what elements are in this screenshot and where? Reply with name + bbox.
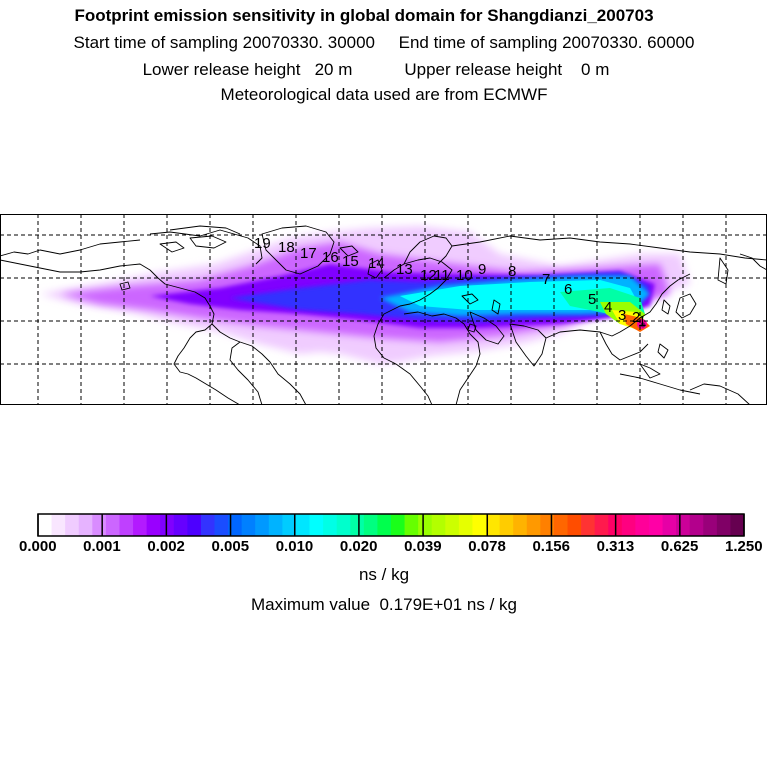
colorbar-cell <box>282 514 297 536</box>
meteorological-data-info: Meteorological data used are from ECMWF <box>220 85 548 104</box>
colorbar-cell <box>540 514 555 536</box>
colorbar-tick-label: 0.625 <box>660 538 699 555</box>
colorbar-cell <box>581 514 596 536</box>
colorbar-tick-label: 0.020 <box>339 538 378 555</box>
colorbar-tick-label: 0.000 <box>19 538 57 555</box>
colorbar-cell <box>472 514 487 536</box>
colorbar-cell <box>78 514 93 536</box>
colorbar-cell <box>526 514 541 536</box>
colorbar-cell <box>716 514 731 536</box>
colorbar-cell <box>228 514 243 536</box>
colorbar-cell <box>621 514 636 536</box>
trajectory-label-7: 7 <box>542 271 550 288</box>
colorbar-cell <box>268 514 283 536</box>
colorbar-cell <box>105 514 120 536</box>
colorbar-tick-label: 0.005 <box>211 538 250 555</box>
trajectory-label-18: 18 <box>278 239 295 256</box>
trajectory-label-12: 12 <box>420 267 437 284</box>
colorbar-cell <box>689 514 704 536</box>
colorbar-cell <box>51 514 66 536</box>
trajectory-label-4: 4 <box>604 299 612 316</box>
trajectory-label-17: 17 <box>300 245 317 262</box>
colorbar-tick-label: 1.250 <box>725 538 763 555</box>
colorbar-cell <box>295 514 310 536</box>
colorbar-cell <box>486 514 501 536</box>
trajectory-label-10: 10 <box>456 267 473 284</box>
colorbar-cell <box>567 514 582 536</box>
trajectory-label-13: 13 <box>396 261 413 278</box>
colorbar-cell <box>146 514 161 536</box>
colorbar-cell <box>404 514 419 536</box>
colorbar-tick-label: 0.001 <box>83 538 121 555</box>
trajectory-label-15: 15 <box>342 253 359 270</box>
colorbar-cell <box>160 514 175 536</box>
trajectory-label-1: 1 <box>638 313 646 330</box>
colorbar-cell <box>635 514 650 536</box>
trajectory-label-9: 9 <box>478 261 486 278</box>
colorbar-tick-label: 0.039 <box>404 538 442 555</box>
colorbar-cell <box>458 514 473 536</box>
colorbar-cell <box>553 514 568 536</box>
release-height-info: Lower release height 20 m Upper release … <box>142 60 610 79</box>
trajectory-label-2: 2 <box>632 309 640 326</box>
colorbar-cell <box>730 514 745 536</box>
colorbar-cell <box>377 514 392 536</box>
trajectory-label-6: 6 <box>564 281 572 298</box>
colorbar-tick-label: 0.078 <box>468 538 506 555</box>
colorbar-cell <box>309 514 324 536</box>
colorbar-cell <box>38 514 52 536</box>
colorbar-cell <box>187 514 202 536</box>
colorbar-cell <box>445 514 460 536</box>
trajectory-label-3: 3 <box>618 307 626 324</box>
colorbar-cell <box>363 514 378 536</box>
colorbar-cell <box>323 514 338 536</box>
colorbar-cell <box>336 514 351 536</box>
maximum-value: Maximum value 0.179E+01 ns / kg <box>251 595 517 614</box>
colorbar-tick-label: 0.313 <box>596 538 635 555</box>
colorbar-cell <box>703 514 718 536</box>
colorbar-tick-label: 0.010 <box>275 538 314 555</box>
colorbar-cell <box>418 514 433 536</box>
colorbar-cell <box>648 514 663 536</box>
colorbar-tick-label: 0.002 <box>147 538 185 555</box>
colorbar-cell <box>255 514 270 536</box>
colorbar-cell <box>499 514 514 536</box>
colorbar-cell <box>173 514 188 536</box>
colorbar-cell <box>391 514 405 536</box>
colorbar-cell <box>431 514 446 536</box>
colorbar-cell <box>676 514 691 536</box>
map-frame <box>0 214 767 405</box>
colorbar-cell <box>594 514 609 536</box>
colorbar-cell <box>65 514 80 536</box>
colorbar-cell <box>513 514 528 536</box>
colorbar-cell <box>92 514 107 536</box>
lat-lon-grid <box>0 214 767 405</box>
colorbar-cell <box>214 514 229 536</box>
coastlines <box>0 225 767 405</box>
emission-sensitivity-plume <box>40 226 690 364</box>
trajectory-label-5: 5 <box>588 291 596 308</box>
colorbar <box>37 513 745 537</box>
map-title: Footprint emission sensitivity in global… <box>74 6 654 25</box>
colorbar-cell <box>241 514 256 536</box>
colorbar-frame <box>37 513 745 537</box>
colorbar-cell <box>200 514 215 536</box>
colorbar-cell <box>662 514 677 536</box>
trajectory-label-19: 19 <box>254 235 271 252</box>
trajectory-label-11: 11 <box>434 267 450 284</box>
trajectory-label-14: 14 <box>368 255 385 272</box>
trajectory-label-16: 16 <box>322 249 339 266</box>
colorbar-unit: ns / kg <box>358 565 410 584</box>
trajectory-label-8: 8 <box>508 263 516 280</box>
colorbar-cell <box>350 514 365 536</box>
colorbar-cell <box>119 514 134 536</box>
colorbar-tick-label: 0.156 <box>532 538 570 555</box>
sampling-time-info: Start time of sampling 20070330. 30000 E… <box>73 33 695 52</box>
colorbar-cell <box>133 514 148 536</box>
